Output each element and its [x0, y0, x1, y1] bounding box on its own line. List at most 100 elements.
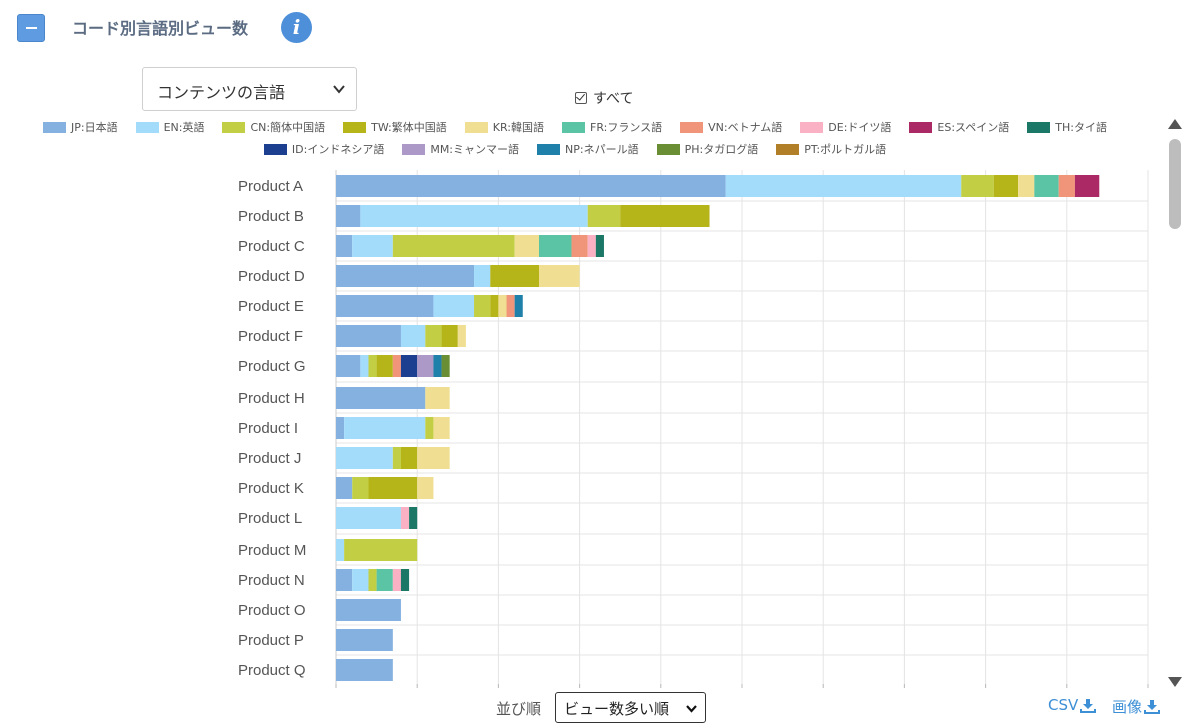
- content-language-select[interactable]: コンテンツの言語: [142, 67, 357, 111]
- scroll-down-arrow-icon[interactable]: [1168, 677, 1182, 687]
- bar-segment[interactable]: JP:日本語: 2: [336, 569, 353, 591]
- bar-segment[interactable]: KR:韓国語: 4: [417, 447, 450, 469]
- sort-order-select[interactable]: ビュー数多い順: [555, 692, 706, 723]
- bar-segment[interactable]: TW:繁体中国語: 2: [400, 447, 418, 469]
- bar-segment[interactable]: JP:日本語: 8: [336, 325, 401, 347]
- bar-segment[interactable]: EN:英語: 3: [400, 325, 426, 347]
- bar-segment[interactable]: NP:ネパール語: 1: [514, 295, 523, 317]
- bar-segment[interactable]: EN:英語: 8: [336, 507, 401, 529]
- legend-item[interactable]: ES:スペイン語: [909, 119, 1009, 135]
- bar-segment[interactable]: ES:スペイン語: 3: [1074, 175, 1100, 197]
- bar-segment[interactable]: DE:ドイツ語: 1: [587, 235, 596, 257]
- bar-segment[interactable]: JP:日本語: 3: [336, 355, 361, 377]
- info-icon[interactable]: i: [281, 12, 312, 43]
- legend-item[interactable]: FR:フランス語: [562, 119, 662, 135]
- bar-segment[interactable]: CN:簡体中国語: 2: [474, 295, 491, 317]
- bar-segment[interactable]: CN:簡体中国語: 2: [352, 477, 369, 499]
- bar-segment[interactable]: JP:日本語: 1: [336, 417, 345, 439]
- scroll-up-arrow-icon[interactable]: [1168, 119, 1182, 129]
- bar-segment[interactable]: CN:簡体中国語: 2: [425, 325, 442, 347]
- bar-segment[interactable]: VN:ベトナム語: 2: [571, 235, 588, 257]
- legend-item[interactable]: NP:ネパール語: [537, 141, 639, 157]
- bar-segment[interactable]: JP:日本語: 12: [336, 295, 434, 317]
- bar-segment[interactable]: KR:韓国語: 2: [417, 477, 434, 499]
- bar-segment[interactable]: EN:英語: 5: [433, 295, 475, 317]
- bar-segment[interactable]: EN:英語: 1: [336, 539, 345, 561]
- image-download-link[interactable]: 画像: [1112, 696, 1161, 717]
- bar-segment[interactable]: KR:韓国語: 2: [433, 417, 450, 439]
- bar-segment[interactable]: EN:英語: 7: [336, 447, 393, 469]
- scrollbar-thumb[interactable]: [1169, 139, 1181, 229]
- bar-segment[interactable]: CN:簡体中国語: 1: [392, 447, 401, 469]
- bar-segment[interactable]: JP:日本語: 8: [336, 599, 401, 621]
- legend-item[interactable]: TH:タイ語: [1027, 119, 1107, 135]
- bar-segment[interactable]: ID:インドネシア語: 2: [400, 355, 418, 377]
- legend-item[interactable]: TW:繁体中国語: [343, 119, 447, 135]
- legend-item[interactable]: ID:インドネシア語: [263, 141, 384, 157]
- bar-segment[interactable]: CN:簡体中国語: 1: [425, 417, 434, 439]
- legend-item[interactable]: JP:日本語: [43, 119, 118, 135]
- bar-segment[interactable]: FR:フランス語: 3: [1034, 175, 1059, 197]
- bar-segment[interactable]: TH:タイ語: 1: [595, 235, 604, 257]
- legend-item[interactable]: VN:ベトナム語: [680, 119, 782, 135]
- bar-segment[interactable]: TH:タイ語: 1: [400, 569, 410, 591]
- bar-segment[interactable]: TW:繁体中国語: 1: [490, 295, 499, 317]
- bar-segment[interactable]: CN:簡体中国語: 1: [368, 355, 377, 377]
- bar-segment[interactable]: KR:韓国語: 1: [498, 295, 507, 317]
- checkbox-checked-icon[interactable]: [575, 92, 587, 104]
- bar-segment[interactable]: JP:日本語: 11: [336, 387, 426, 409]
- bar-segment[interactable]: DE:ドイツ語: 1: [392, 569, 401, 591]
- bar-segment[interactable]: FR:フランス語: 4: [539, 235, 572, 257]
- bar-segment[interactable]: JP:日本語: 7: [336, 629, 393, 651]
- bar-segment[interactable]: JP:日本語: 48: [336, 175, 726, 197]
- bar-segment[interactable]: VN:ベトナム語: 1: [506, 295, 515, 317]
- bar-segment[interactable]: NP:ネパール語: 1: [433, 355, 442, 377]
- collapse-button[interactable]: [17, 14, 45, 42]
- bar-segment[interactable]: JP:日本語: 2: [336, 235, 353, 257]
- bar-segment[interactable]: VN:ベトナム語: 1: [392, 355, 401, 377]
- bar-segment[interactable]: KR:韓国語: 5: [539, 265, 580, 287]
- csv-download-link[interactable]: CSV: [1048, 696, 1097, 714]
- bar-segment[interactable]: TW:繁体中国語: 6: [490, 265, 539, 287]
- bar-segment[interactable]: EN:英語: 10: [344, 417, 426, 439]
- bar-segment[interactable]: VN:ベトナム語: 2: [1058, 175, 1075, 197]
- bar-segment[interactable]: TW:繁体中国語: 11: [620, 205, 710, 227]
- bar-segment[interactable]: EN:英語: 1: [360, 355, 369, 377]
- bar-segment[interactable]: KR:韓国語: 3: [425, 387, 450, 409]
- bar-segment[interactable]: TH:タイ語: 1: [409, 507, 418, 529]
- select-all-toggle[interactable]: すべて: [575, 88, 633, 108]
- bar-segment[interactable]: EN:英語: 29: [725, 175, 962, 197]
- legend-item[interactable]: CN:簡体中国語: [222, 119, 325, 135]
- bar-segment[interactable]: CN:簡体中国語: 9: [344, 539, 418, 561]
- legend-item[interactable]: PT:ポルトガル語: [776, 141, 886, 157]
- bar-segment[interactable]: EN:英語: 2: [474, 265, 491, 287]
- bar-segment[interactable]: CN:簡体中国語: 4: [961, 175, 994, 197]
- bar-segment[interactable]: JP:日本語: 7: [336, 659, 393, 681]
- bar-segment[interactable]: KR:韓国語: 2: [1018, 175, 1035, 197]
- bar-segment[interactable]: TW:繁体中国語: 6: [368, 477, 418, 499]
- legend-item[interactable]: MM:ミャンマー語: [402, 141, 519, 157]
- bar-segment[interactable]: CN:簡体中国語: 4: [587, 205, 621, 227]
- bar-segment[interactable]: DE:ドイツ語: 1: [400, 507, 410, 529]
- bar-segment[interactable]: CN:簡体中国語: 1: [368, 569, 377, 591]
- bar-segment[interactable]: KR:韓国語: 3: [514, 235, 539, 257]
- legend-item[interactable]: EN:英語: [135, 119, 204, 135]
- legend-swatch: [776, 143, 800, 155]
- bar-segment[interactable]: CN:簡体中国語: 15: [392, 235, 515, 257]
- bar-segment[interactable]: MM:ミャンマー語: 2: [417, 355, 434, 377]
- bar-segment[interactable]: TW:繁体中国語: 3: [993, 175, 1019, 197]
- bar-segment[interactable]: TW:繁体中国語: 2: [441, 325, 458, 347]
- bar-segment[interactable]: PH:タガログ語: 1: [441, 355, 450, 377]
- bar-segment[interactable]: JP:日本語: 17: [336, 265, 475, 287]
- bar-segment[interactable]: EN:英語: 2: [352, 569, 369, 591]
- legend-item[interactable]: KR:韓国語: [464, 119, 544, 135]
- bar-segment[interactable]: EN:英語: 5: [352, 235, 393, 257]
- bar-segment[interactable]: TW:繁体中国語: 2: [376, 355, 393, 377]
- bar-segment[interactable]: JP:日本語: 3: [336, 205, 361, 227]
- legend-item[interactable]: DE:ドイツ語: [800, 119, 891, 135]
- legend-item[interactable]: PH:タガログ語: [656, 141, 758, 157]
- bar-segment[interactable]: JP:日本語: 2: [336, 477, 353, 499]
- bar-segment[interactable]: FR:フランス語: 2: [376, 569, 393, 591]
- bar-segment[interactable]: KR:韓国語: 1: [457, 325, 466, 347]
- bar-segment[interactable]: EN:英語: 28: [360, 205, 588, 227]
